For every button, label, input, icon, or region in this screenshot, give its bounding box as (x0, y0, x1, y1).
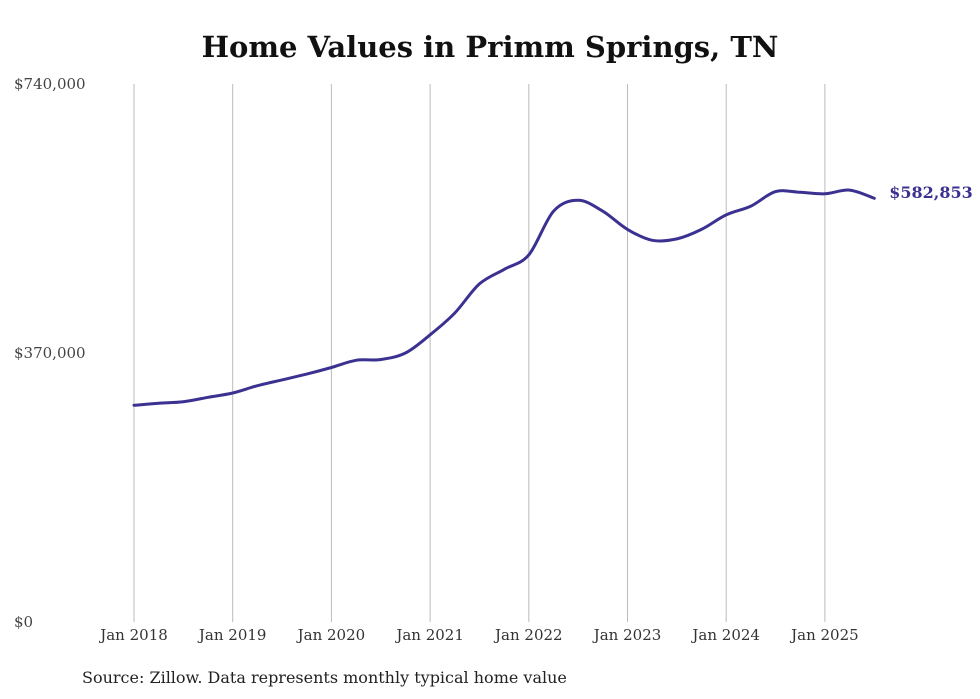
x-tick-label: Jan 2024 (690, 626, 760, 644)
source-note: Source: Zillow. Data represents monthly … (82, 668, 567, 687)
x-tick-label: Jan 2022 (493, 626, 563, 644)
x-axis-tick-labels: Jan 2018 Jan 2019 Jan 2020 Jan 2021 Jan 2022… (98, 626, 858, 644)
end-value-label: $582,853 (889, 183, 973, 202)
x-tick-label: Jan 2023 (592, 626, 662, 644)
y-tick-label: $740,000 (14, 75, 86, 93)
x-tick-label: Jan 2020 (296, 626, 366, 644)
x-tick-label: Jan 2021 (394, 626, 464, 644)
chart-title: Home Values in Primm Springs, TN (201, 30, 779, 64)
home-value-line (132, 188, 876, 407)
series-line-layer (132, 188, 876, 407)
x-tick-label: Jan 2025 (789, 626, 859, 644)
y-tick-label: $0 (14, 613, 33, 631)
y-axis-tick-labels: $0 $370,000 $740,000 (14, 75, 86, 631)
end-value-label-layer: $582,853 (889, 183, 973, 202)
x-tick-label: Jan 2019 (197, 626, 267, 644)
grid-lines (133, 84, 826, 622)
y-tick-label: $370,000 (14, 344, 86, 362)
x-tick-label: Jan 2018 (98, 626, 168, 644)
